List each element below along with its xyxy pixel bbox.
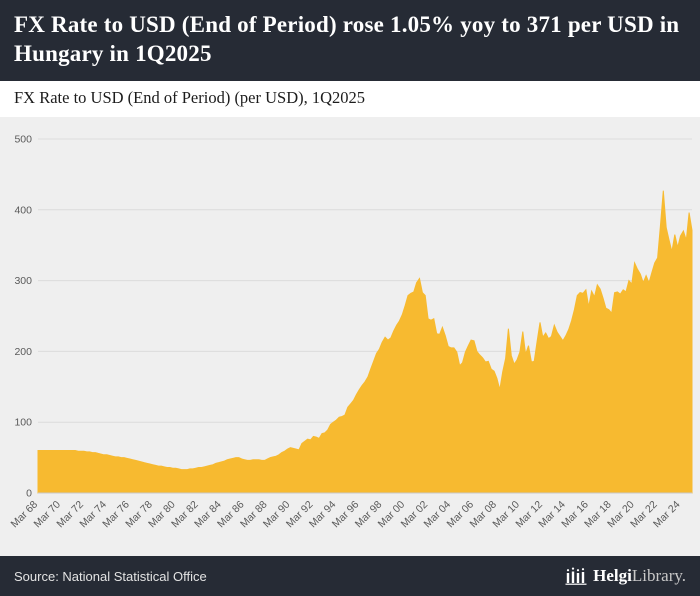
area-series [37, 190, 693, 494]
footer-bar: Source: National Statistical Office Helg… [0, 556, 700, 596]
helgi-library-logo: HelgiLibrary. [565, 566, 686, 586]
y-tick-label: 0 [26, 487, 32, 499]
logo-text-library: Library. [631, 566, 686, 585]
y-tick-label: 100 [14, 417, 32, 429]
chart-header: FX Rate to USD (End of Period) rose 1.05… [0, 0, 700, 81]
chart-subtitle: FX Rate to USD (End of Period) (per USD)… [14, 87, 366, 107]
subtitle-bar: FX Rate to USD (End of Period) (per USD)… [0, 80, 700, 117]
source-label: Source: National Statistical Office [14, 568, 207, 584]
logo-text: HelgiLibrary. [593, 566, 686, 586]
page-title: FX Rate to USD (End of Period) rose 1.05… [14, 12, 680, 67]
chart-panel: 0 100 200 300 400 500 Mar 68 Mar 70 Mar 72 Mar 74… [0, 116, 700, 561]
bar-chart-logo-icon [565, 567, 587, 585]
y-tick-label: 400 [14, 204, 32, 216]
logo-text-helgi: Helgi [593, 566, 632, 585]
y-tick-label: 500 [14, 133, 32, 145]
y-tick-label: 200 [14, 346, 32, 358]
y-tick-label: 300 [14, 275, 32, 287]
